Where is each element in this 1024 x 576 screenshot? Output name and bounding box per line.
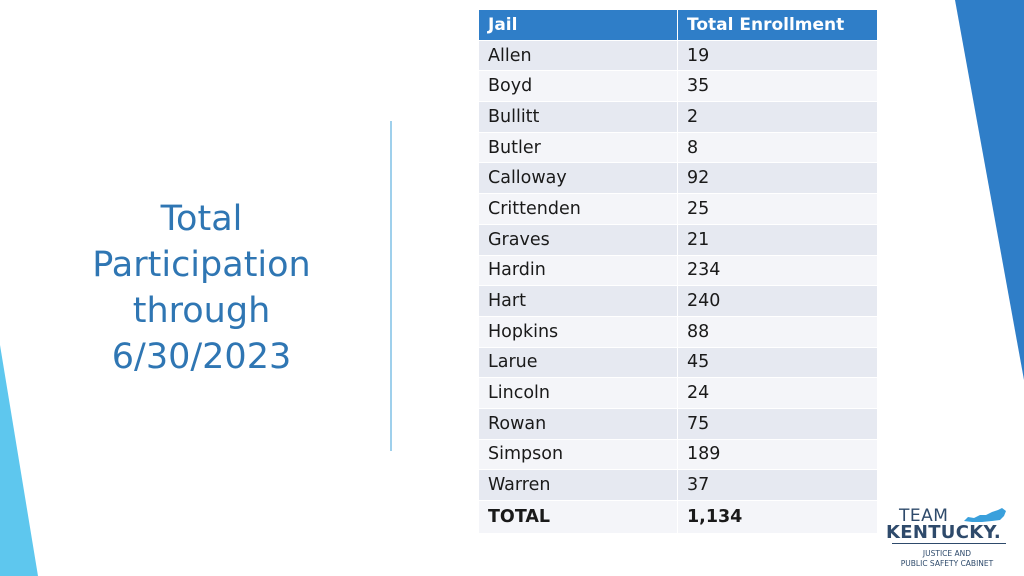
right-dark-stripe (955, 0, 1024, 380)
enrollment-cell: 8 (677, 131, 878, 164)
table-header-row: Jail Total Enrollment (478, 9, 878, 41)
table-row: Graves 21 (478, 223, 878, 256)
jail-cell: Lincoln (478, 377, 678, 409)
enrollment-cell: 2 (677, 101, 878, 133)
table-row: Hopkins 88 (478, 315, 878, 348)
table-row: Warren 37 (478, 469, 878, 501)
team-kentucky-logo: TEAM KENTUCKY. JUSTICE AND PUBLIC SAFETY… (886, 506, 1008, 570)
jail-cell: Hardin (478, 254, 678, 287)
total-value-cell: 1,134 (677, 500, 878, 534)
jail-cell: Rowan (478, 407, 678, 440)
enrollment-cell: 24 (677, 377, 878, 409)
title-line: through (132, 291, 271, 331)
enrollment-cell: 35 (677, 70, 878, 103)
jail-cell: Hart (478, 285, 678, 317)
table-row: Simpson 189 (478, 438, 878, 471)
jail-cell: Boyd (478, 70, 678, 103)
table-row: Lincoln 24 (478, 377, 878, 409)
jail-cell: Allen (478, 39, 678, 72)
table-row: Bullitt 2 (478, 101, 878, 133)
jail-cell: Bullitt (478, 101, 678, 133)
enrollment-cell: 189 (677, 438, 878, 471)
jail-cell: Crittenden (478, 193, 678, 225)
jail-cell: Larue (478, 346, 678, 379)
title-line: Participation (92, 245, 311, 285)
table-row: Boyd 35 (478, 70, 878, 103)
enrollment-cell: 240 (677, 285, 878, 317)
logo-team-text: TEAM (899, 506, 949, 526)
title-line: 6/30/2023 (111, 337, 292, 377)
table-row: Butler 8 (478, 131, 878, 164)
table-row: Rowan 75 (478, 407, 878, 440)
enrollment-cell: 45 (677, 346, 878, 379)
logo-subtitle-line2: PUBLIC SAFETY CABINET (900, 559, 994, 568)
jail-cell: Hopkins (478, 315, 678, 348)
enrollment-cell: 92 (677, 162, 878, 195)
slide-title: Total Participation through 6/30/2023 (60, 196, 343, 380)
left-light-stripe (0, 345, 38, 576)
jail-cell: Warren (478, 469, 678, 501)
enrollment-cell: 21 (677, 223, 878, 256)
jail-cell: Calloway (478, 162, 678, 195)
table-row: Allen 19 (478, 39, 878, 72)
enrollment-cell: 19 (677, 39, 878, 72)
enrollment-table: Jail Total Enrollment Allen 19 Boyd 35 Bul… (478, 9, 878, 534)
enrollment-cell: 75 (677, 407, 878, 440)
table-row: Calloway 92 (478, 162, 878, 195)
enrollment-cell: 234 (677, 254, 878, 287)
jail-cell: Graves (478, 223, 678, 256)
table-row: Hardin 234 (478, 254, 878, 287)
table-row: Larue 45 (478, 346, 878, 379)
logo-divider (892, 543, 1006, 544)
column-header-jail: Jail (478, 9, 678, 41)
jail-cell: Simpson (478, 438, 678, 471)
enrollment-cell: 25 (677, 193, 878, 225)
column-header-enrollment: Total Enrollment (677, 9, 878, 41)
title-line: Total (160, 199, 243, 239)
table-total-row: TOTAL 1,134 (478, 500, 878, 534)
total-label-cell: TOTAL (478, 500, 678, 534)
table-row: Hart 240 (478, 285, 878, 317)
vertical-divider (390, 121, 392, 451)
table-row: Crittenden 25 (478, 193, 878, 225)
kentucky-map-icon (964, 508, 1006, 522)
logo-state-text: KENTUCKY. (886, 522, 1001, 543)
logo-subtitle-line1: JUSTICE AND (922, 549, 972, 558)
jail-cell: Butler (478, 131, 678, 164)
enrollment-cell: 88 (677, 315, 878, 348)
enrollment-cell: 37 (677, 469, 878, 501)
